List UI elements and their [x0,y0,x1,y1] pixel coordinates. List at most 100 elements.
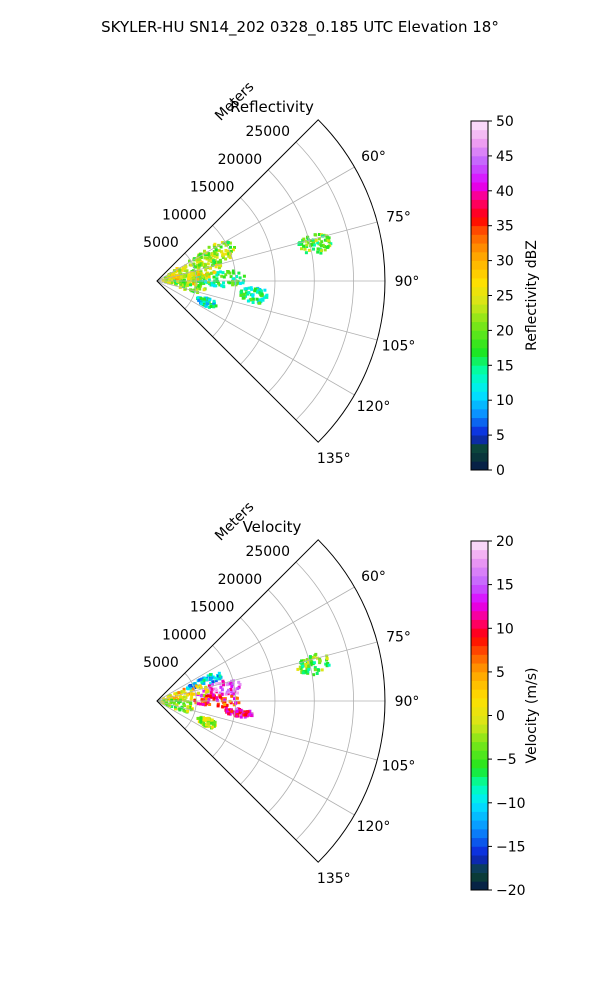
colorbar-band [471,863,488,873]
colorbar-band [471,820,488,830]
colorbar-band [471,321,488,331]
azimuth-tick-label: 75° [386,209,411,225]
colorbar-tick-label: 5 [496,665,505,681]
colorbar-band [471,619,488,629]
colorbar-band [471,584,488,594]
colorbar-band [471,724,488,734]
velocity-panel: Velocity 500010000150002000025000Meters6… [143,499,540,899]
colorbar-tick-label: 15 [496,578,514,594]
colorbar-band [471,689,488,699]
colorbar-band [471,881,488,891]
colorbar-band [471,382,488,392]
azimuth-tick-label: 90° [395,694,420,710]
colorbar-band [471,828,488,839]
echo-region [224,707,254,719]
figure-title: SKYLER-HU SN14_202 0328_0.185 UTC Elevat… [101,18,499,37]
azimuth-gridline [156,641,378,702]
colorbar-band [471,400,488,410]
range-tick-label: 15000 [190,180,235,196]
colorbar-band [471,182,488,192]
colorbar-tick-label: 20 [496,323,514,339]
echo-region [297,233,333,255]
colorbar-band [471,138,488,148]
colorbar-band [471,417,488,427]
colorbar-band [471,365,488,375]
range-tick-label: 25000 [245,124,290,140]
colorbar-band [471,391,488,401]
colorbar-label: Velocity (m/s) [524,668,540,764]
colorbar-band [471,706,488,716]
colorbar-band [471,549,488,559]
colorbar-band [471,671,488,682]
colorbar-band [471,872,488,882]
colorbar-band [471,243,488,253]
colorbar-band [471,435,488,445]
colorbar-band [471,164,488,174]
colorbar-band [471,785,488,795]
colorbar-tick-label: 0 [496,709,505,725]
colorbar-band [471,225,488,235]
colorbar-band [471,356,488,366]
colorbar-tick-label: −15 [496,839,526,855]
colorbar-band [471,260,488,270]
colorbar-band [471,304,488,314]
range-tick-label: 5000 [143,235,179,251]
colorbar-band [471,767,488,777]
colorbar-tick-label: 30 [496,254,514,270]
echo-region [191,240,236,269]
colorbar-band [471,129,488,139]
colorbar-band [471,593,488,603]
azimuth-gridline [156,280,378,341]
colorbar-band [471,443,488,453]
colorbar-band [471,330,488,340]
colorbar-band [471,759,488,769]
azimuth-tick-label: 120° [357,399,391,415]
reflectivity-title: Reflectivity [230,98,314,116]
azimuth-tick-label: 75° [386,629,411,645]
colorbar-band [471,339,488,349]
range-tick-label: 20000 [218,572,263,588]
range-tick-label: 10000 [162,627,207,643]
colorbar-tick-label: 50 [496,114,514,130]
echo-region [296,652,331,677]
colorbar-band [471,636,488,647]
range-tick-label: 5000 [143,655,179,671]
colorbar-band [471,846,488,856]
colorbar-band [471,269,488,279]
colorbar-band [471,173,488,183]
colorbar-band [471,715,488,725]
colorbar-tick-label: 25 [496,289,514,305]
colorbar-band [471,295,488,305]
colorbar-band [471,312,488,323]
colorbar-band [471,155,488,166]
colorbar-band [471,732,488,743]
colorbar-band [471,645,488,655]
colorbar-band [471,610,488,620]
range-tick-label: 10000 [162,207,207,223]
range-tick-label: 25000 [245,544,290,560]
colorbar-tick-label: −20 [496,883,526,899]
colorbar-band [471,408,488,419]
colorbar-band [471,374,488,384]
azimuth-tick-label: 90° [395,274,420,290]
colorbar-band [471,837,488,847]
colorbar-band [471,855,488,865]
colorbar-band [471,602,488,612]
echo-region [196,715,217,730]
colorbar: −20 −15 −10 −5 0 5 10 15 20 Velocity (m/s) [470,534,540,899]
colorbar-tick-label: −5 [496,752,517,768]
azimuth-gridline [156,700,355,816]
velocity-title: Velocity [243,518,302,536]
range-tick-label: 20000 [218,152,263,168]
azimuth-tick-label: 120° [357,819,391,835]
colorbar-tick-label: 0 [496,463,505,479]
colorbar-band [471,461,488,471]
colorbar-tick-label: 35 [496,219,514,235]
azimuth-gridline [156,221,378,282]
colorbar-band [471,147,488,157]
azimuth-gridline [156,280,355,396]
colorbar-tick-label: 40 [496,184,514,200]
azimuth-tick-label: 105° [382,339,416,355]
colorbar-band [471,567,488,577]
